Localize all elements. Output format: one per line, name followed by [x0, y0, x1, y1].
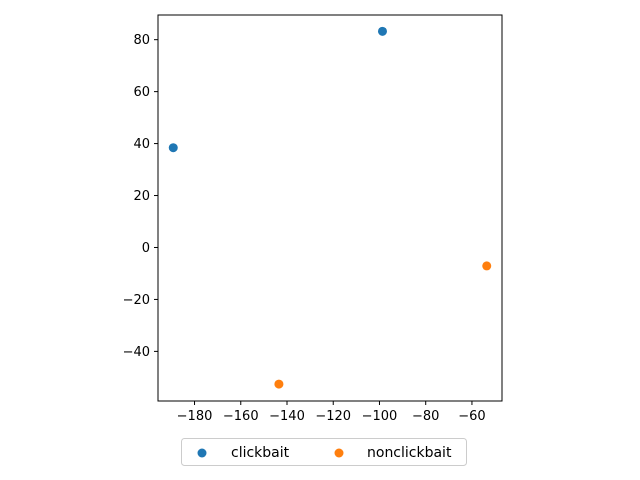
- legend: clickbait nonclickbait: [181, 438, 467, 466]
- y-tick-label: 80: [133, 33, 150, 48]
- x-tick-label: −100: [362, 409, 398, 424]
- x-tick-label: −60: [458, 409, 485, 424]
- y-tick-label: 20: [133, 189, 150, 204]
- y-tick-label: −40: [123, 345, 150, 360]
- legend-frame: [181, 438, 467, 466]
- x-axis: −180 −160 −140 −120 −100 −80 −60: [177, 401, 486, 424]
- x-tick-label: −140: [269, 409, 305, 424]
- x-tick-label: −80: [412, 409, 439, 424]
- legend-marker-nonclickbait: [334, 448, 344, 458]
- point-nonclickbait: [274, 379, 284, 389]
- y-tick-label: 0: [142, 241, 150, 256]
- y-tick-label: −20: [123, 293, 150, 308]
- data-points: [168, 26, 492, 389]
- x-tick-label: −120: [315, 409, 351, 424]
- y-tick-label: 60: [133, 85, 150, 100]
- x-tick-label: −180: [177, 409, 213, 424]
- y-axis: −40 −20 0 20 40 60 80: [123, 33, 158, 360]
- point-clickbait: [377, 26, 387, 36]
- x-tick-label: −160: [223, 409, 259, 424]
- legend-label-nonclickbait: nonclickbait: [367, 445, 452, 461]
- legend-label-clickbait: clickbait: [231, 445, 290, 461]
- y-tick-label: 40: [133, 137, 150, 152]
- plot-frame: [157, 14, 503, 402]
- point-nonclickbait: [482, 261, 492, 271]
- point-clickbait: [168, 143, 178, 153]
- legend-marker-clickbait: [197, 448, 207, 458]
- plot-background: [158, 15, 502, 401]
